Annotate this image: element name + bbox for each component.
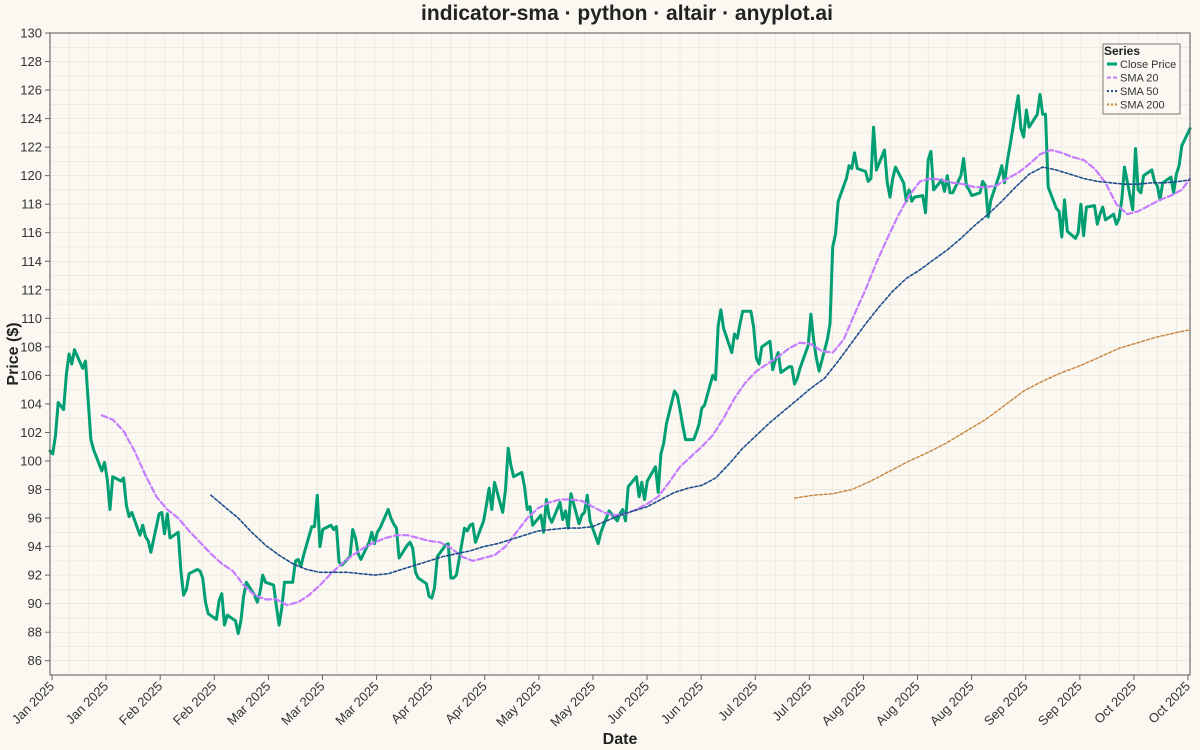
plot-background bbox=[50, 33, 1190, 675]
series-line-sma-50 bbox=[210, 166, 1191, 576]
y-tick-label: 120 bbox=[20, 168, 42, 183]
y-tick-label: 94 bbox=[28, 539, 42, 554]
plot-border bbox=[49, 32, 1191, 676]
y-tick-label: 92 bbox=[28, 568, 42, 583]
legend-entry: SMA 20 bbox=[1120, 73, 1159, 85]
y-tick-label: 110 bbox=[21, 311, 42, 326]
y-tick-label: 114 bbox=[21, 254, 42, 269]
x-axis-label: Date bbox=[603, 731, 638, 748]
y-tick-label: 128 bbox=[20, 54, 42, 69]
y-tick-label: 116 bbox=[21, 225, 42, 240]
y-tick-label: 96 bbox=[28, 511, 42, 526]
y-tick-label: 130 bbox=[20, 26, 42, 41]
series-layer bbox=[48, 92, 1192, 636]
y-tick-label: 104 bbox=[20, 396, 42, 411]
plot-area bbox=[50, 33, 1190, 675]
y-tick-label: 88 bbox=[28, 625, 42, 640]
y-tick-label: 100 bbox=[20, 454, 42, 469]
y-tick-label: 98 bbox=[28, 482, 42, 497]
y-tick-label: 112 bbox=[21, 282, 42, 297]
y-tick-label: 122 bbox=[20, 140, 42, 155]
series-line-sma-20 bbox=[100, 148, 1192, 607]
legend-entry: Close Price bbox=[1120, 59, 1176, 71]
y-tick-label: 108 bbox=[20, 339, 42, 354]
plot-frame bbox=[49, 32, 1191, 676]
legend-entry: SMA 200 bbox=[1120, 100, 1165, 112]
legend-title: Series bbox=[1104, 44, 1140, 58]
y-tick-label: 102 bbox=[20, 425, 42, 440]
legend-box bbox=[1102, 43, 1181, 115]
legend-entry: SMA 50 bbox=[1120, 86, 1159, 98]
y-tick-label: 124 bbox=[20, 111, 42, 126]
chart-title: indicator-sma · python · altair · anyplo… bbox=[421, 2, 833, 25]
y-axis-label: Price ($) bbox=[5, 322, 22, 385]
y-tick-label: 90 bbox=[28, 596, 42, 611]
y-tick-label: 86 bbox=[28, 653, 42, 668]
series-line-close-price bbox=[48, 92, 1192, 636]
y-tick-label: 118 bbox=[21, 197, 42, 212]
y-axis: 86 88 90 92 94 96 98 100 102 104 106 108 110 112 114 11… bbox=[20, 26, 50, 668]
y-tick-label: 126 bbox=[20, 83, 42, 98]
y-tick-label: 106 bbox=[20, 368, 42, 383]
series-line-sma-200 bbox=[793, 329, 1191, 499]
